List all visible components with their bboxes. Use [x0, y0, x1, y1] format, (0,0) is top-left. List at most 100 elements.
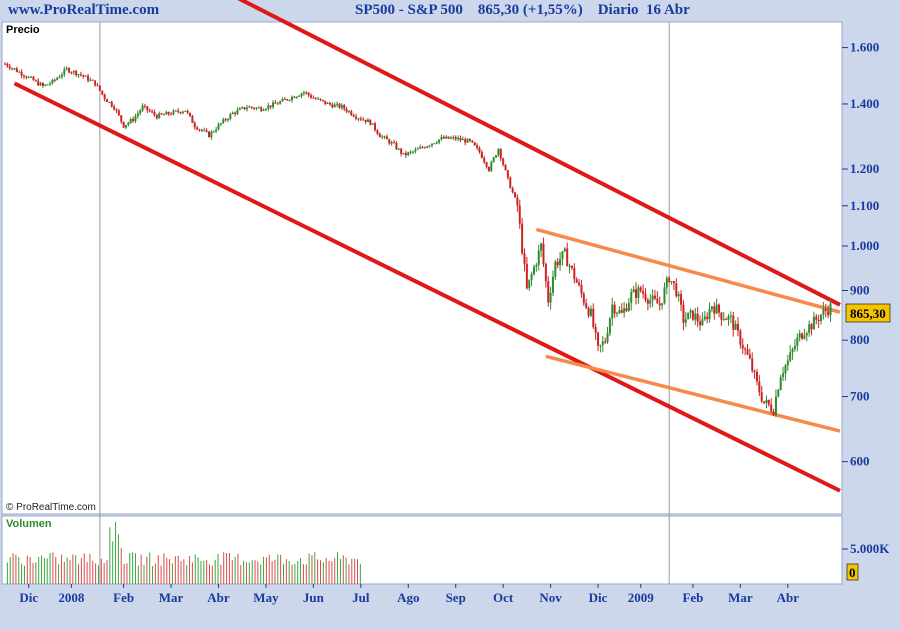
candle-body — [357, 118, 360, 120]
candle-body — [793, 346, 796, 350]
candle-body — [224, 119, 227, 121]
candle-body — [677, 294, 680, 297]
candle-body — [547, 281, 550, 303]
candle-body — [132, 119, 135, 122]
candle-body — [87, 75, 90, 81]
candle-body — [340, 105, 343, 108]
x-tick-label: Nov — [539, 590, 562, 605]
candle-body — [210, 131, 213, 138]
candle-body — [827, 311, 830, 316]
candle-body — [94, 80, 97, 86]
candle-body — [141, 105, 144, 111]
candle-body — [312, 97, 315, 99]
candle-body — [542, 243, 545, 264]
candle-body — [551, 276, 554, 293]
candle-body — [672, 281, 675, 284]
candle-body — [746, 349, 749, 355]
x-tick-label: 2008 — [58, 590, 85, 605]
y-tick-label: 1.100 — [850, 198, 879, 213]
candle-body — [521, 223, 524, 254]
candle-body — [395, 142, 398, 150]
candle-body — [160, 113, 163, 115]
candle-body — [559, 259, 562, 266]
candle-body — [599, 345, 602, 347]
candle-body — [449, 137, 452, 139]
candle-body — [829, 303, 832, 316]
gridlines — [99, 22, 670, 584]
candle-body — [457, 137, 460, 140]
candle-body — [288, 100, 291, 102]
candle-body — [376, 130, 379, 134]
candle-body — [6, 63, 9, 67]
candle-body — [639, 287, 642, 291]
candle-body — [381, 136, 384, 138]
candle-body — [333, 104, 336, 108]
candle-body — [189, 112, 192, 116]
candle-body — [37, 80, 40, 86]
candle-body — [483, 157, 486, 163]
candle-body — [440, 136, 443, 140]
x-tick-label: Feb — [682, 590, 703, 605]
candle-body — [136, 113, 139, 117]
candle-body — [725, 319, 728, 321]
candle-body — [77, 74, 80, 76]
candle-body — [295, 96, 298, 98]
candle-body — [511, 188, 514, 193]
candle-body — [336, 103, 339, 105]
candle-body — [72, 70, 75, 73]
candle-body — [286, 99, 289, 101]
candle-body — [212, 131, 215, 133]
candle-body — [65, 68, 68, 70]
candle-body — [803, 335, 806, 339]
candle-body — [689, 310, 692, 313]
candle-body — [627, 303, 630, 311]
candle-body — [127, 122, 130, 125]
candle-body — [646, 299, 649, 304]
candle-body — [589, 308, 592, 316]
candle-body — [407, 152, 410, 156]
candle-body — [421, 147, 424, 149]
candle-body — [139, 110, 142, 114]
candle-body — [634, 289, 637, 298]
x-tick-label: Ago — [397, 590, 419, 605]
candle-body — [279, 101, 282, 104]
candle-body — [772, 411, 775, 415]
candle-body — [374, 123, 377, 131]
candle-body — [236, 109, 239, 114]
candle-body — [248, 106, 251, 108]
candle-body — [310, 95, 313, 98]
candle-body — [165, 112, 168, 115]
candle-body — [255, 107, 258, 109]
copyright-text: © ProRealTime.com — [6, 502, 96, 513]
candle-body — [179, 111, 182, 113]
candle-body — [585, 303, 588, 308]
y-tick-label: 1.200 — [850, 161, 879, 176]
candle-body — [91, 79, 94, 81]
candle-body — [253, 107, 256, 109]
candle-body — [537, 250, 540, 266]
candle-body — [397, 148, 400, 150]
candle-body — [722, 319, 725, 321]
candle-body — [741, 344, 744, 349]
site-link[interactable]: www.ProRealTime.com — [8, 2, 160, 18]
candle-body — [445, 136, 448, 139]
candle-body — [810, 324, 813, 330]
candle-body — [774, 396, 777, 415]
candle-body — [15, 68, 18, 72]
candle-body — [155, 114, 158, 119]
candle-body — [129, 119, 132, 123]
candle-body — [777, 389, 780, 397]
candle-body — [352, 115, 355, 117]
candle-body — [366, 119, 369, 123]
candle-body — [378, 133, 381, 138]
candle-body — [435, 142, 438, 144]
candle-body — [196, 127, 199, 130]
candle-body — [25, 76, 28, 78]
candle-body — [587, 307, 590, 316]
x-tick-label: Abr — [207, 590, 230, 605]
candle-body — [506, 170, 509, 178]
candle-body — [84, 75, 87, 77]
candle-body — [343, 105, 346, 109]
candle-body — [8, 66, 11, 69]
candle-body — [499, 148, 502, 159]
